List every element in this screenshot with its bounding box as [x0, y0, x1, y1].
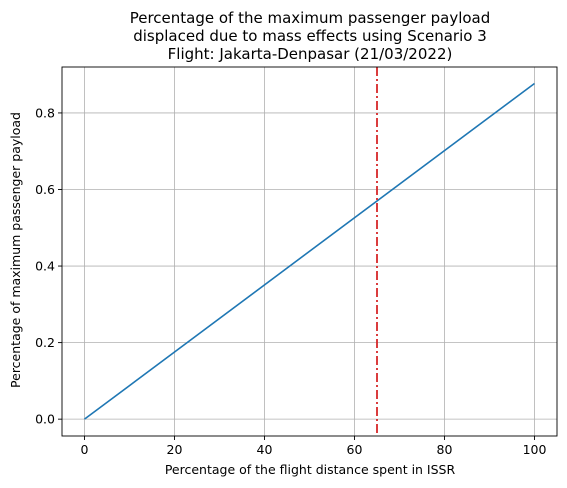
y-axis-ticks: 0.0 0.2 0.4 0.6 0.8	[35, 105, 62, 427]
chart-title: Percentage of the maximum passenger payl…	[130, 9, 491, 63]
chart-title-line-2: displaced due to mass effects using Scen…	[133, 27, 487, 45]
plot-frame	[61, 66, 558, 437]
x-tick-label: 20	[167, 442, 183, 457]
chart-title-line-1: Percentage of the maximum passenger payl…	[130, 9, 491, 27]
x-tick-label: 60	[347, 442, 363, 457]
y-tick-label: 0.6	[35, 182, 55, 197]
y-tick-label: 0.2	[35, 335, 55, 350]
x-tick-label: 0	[81, 442, 89, 457]
series-layer	[84, 82, 535, 420]
x-axis-label: Percentage of the flight distance spent …	[165, 462, 456, 477]
grid	[62, 67, 557, 436]
x-tick-label: 100	[523, 442, 547, 457]
y-tick-label: 0.0	[35, 412, 55, 427]
series-line	[84, 82, 535, 420]
x-axis-ticks: 0 20 40 60 80 100	[81, 436, 547, 457]
x-tick-label: 40	[257, 442, 273, 457]
y-tick-label: 0.4	[35, 259, 55, 274]
chart-title-line-3: Flight: Jakarta-Denpasar (21/03/2022)	[168, 45, 453, 63]
y-axis-label: Percentage of maximum passenger payload	[8, 112, 23, 388]
y-tick-label: 0.8	[35, 105, 55, 120]
x-tick-label: 80	[437, 442, 453, 457]
